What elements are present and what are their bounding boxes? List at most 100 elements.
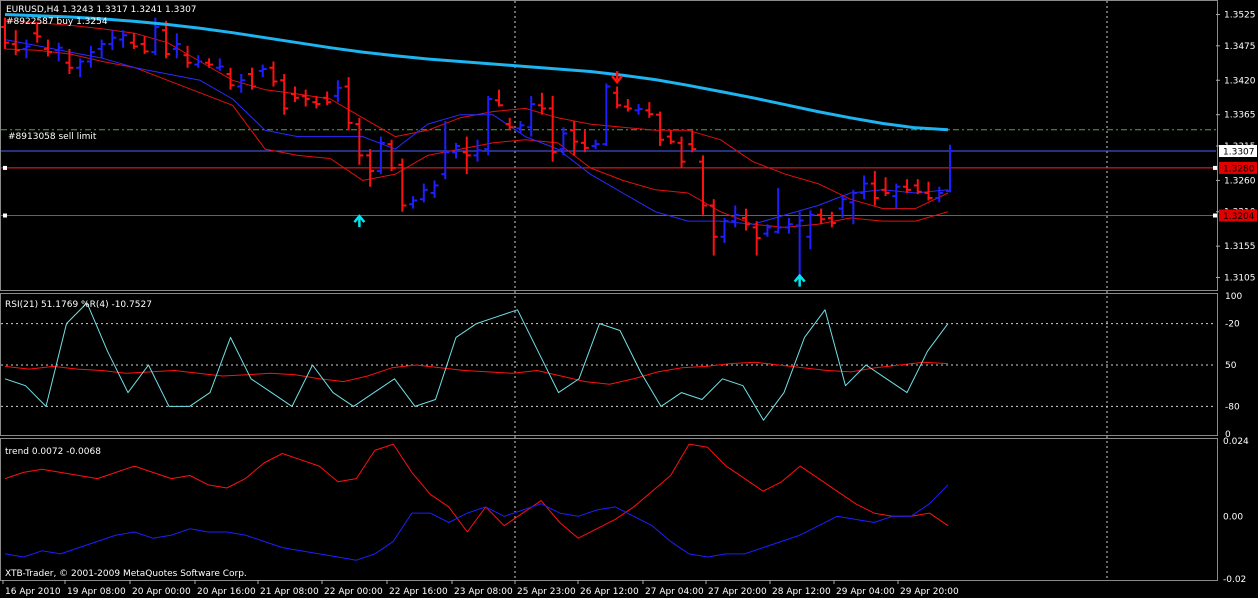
arrow-down-icon [611,71,624,85]
order-line-handle-left [3,165,7,170]
current-price-box [1219,145,1257,158]
ohlc-bar [43,39,52,57]
ohlc-bar [462,136,471,175]
ohlc-bar [269,61,278,87]
time-axis-label: 23 Apr 08:00 [454,587,513,597]
time-axis-label: 29 Apr 04:00 [836,587,895,597]
ohlc-bar [194,55,203,68]
ohlc-bar [870,171,879,206]
ohlc-bar [376,136,385,175]
ohlc-bar [580,130,589,153]
ohlc-bar [860,175,869,200]
ohlc-bar [527,95,536,137]
signal-line [4,39,949,225]
rsi-axis-label: 100 [1225,292,1242,302]
ohlc-bar [215,58,224,71]
arrow-up-icon [793,273,806,287]
trend-down-line [4,484,949,561]
trend-panel: 0.024 0.00 -0.02 [4,437,1249,585]
copyright-text: XTB-Trader, © 2001-2009 MetaQuotes Softw… [5,569,247,579]
ohlc-bar [892,183,901,209]
ohlc-bar [537,92,546,115]
ohlc-bar [323,91,332,106]
ohlc-bar [162,20,171,59]
vertical-grid [514,1,1108,580]
order-price-box [1219,209,1257,222]
ohlc-bar [924,181,933,201]
ohlc-bar [699,155,708,215]
envelope-lower-line [4,48,949,228]
price-axis-label: 1.3260 [1224,176,1256,186]
ohlc-bar [398,158,407,212]
ohlc-bar [838,196,847,218]
price-axis-label: 1.3420 [1224,76,1256,86]
order-price-label: 1.3280 [1223,164,1255,174]
ohlc-bar [623,99,632,112]
price-axis-label: 1.3475 [1224,42,1256,52]
time-axis-label: 16 Apr 2010 [5,587,61,597]
trend-up-line [4,443,949,539]
ohlc-bar [709,199,718,256]
ohlc-bar [205,58,214,68]
time-axis: 16 Apr 2010 19 Apr 08:00 20 Apr 00:00 20 Ap… [2,580,959,597]
sell-limit-label: #8913058 sell limit [8,132,97,142]
ohlc-bar [76,58,85,78]
trend-axis-label: -0.02 [1223,575,1246,585]
order-line-handle-left [3,213,7,218]
ohlc-bar [22,39,31,59]
ohlc-bar [935,186,944,203]
ohlc-bar [774,187,783,234]
ohlc-bar [913,179,922,195]
price-axis-label: 1.3365 [1224,111,1256,121]
order-price-label: 1.3204 [1223,212,1255,222]
ohlc-bar [280,74,289,115]
ohlc-bar [258,64,267,78]
pending-order-label: #8922587 buy 1.3254 [6,17,108,27]
price-axis-label: 1.3105 [1224,273,1256,283]
ohlc-bar [65,48,74,74]
ohlc-bar [366,149,375,187]
ohlc-bar [97,39,106,59]
time-axis-label: 27 Apr 04:00 [645,587,704,597]
ohlc-bar [355,117,364,165]
trend-panel-frame [0,438,1218,581]
time-axis-label: 28 Apr 12:00 [772,587,831,597]
ohlc-bar [441,120,450,180]
ohlc-bar [247,67,256,90]
ohlc-bar [312,95,321,109]
time-axis-label: 29 Apr 20:00 [900,587,959,597]
time-axis-label: 26 Apr 12:00 [580,587,639,597]
arrow-down-head [611,75,624,85]
price-axis-label: 1.3155 [1224,242,1256,252]
slow-ma-line [4,13,949,132]
ohlc-bar [344,77,353,131]
ohlc-bar [613,86,622,109]
ohlc-bar [741,208,750,231]
ohlc-bar [784,218,793,234]
ohlc-bar [387,139,396,172]
price-axis-label: 1.3525 [1224,11,1256,21]
ohlc-bar [430,180,439,198]
ohlc-bar [452,142,461,159]
ohlc-bar [108,30,117,51]
ohlc-bar [817,208,826,225]
rsi-axis-label: -20 [1225,320,1240,330]
ohlc-bar [688,130,697,153]
arrow-up-head [793,273,806,283]
ohlc-bar [559,127,568,156]
ohlc-bar [634,104,643,115]
ohlc-bar [54,42,63,62]
ohlc-bar [505,117,514,131]
time-axis-label: 27 Apr 20:00 [708,587,767,597]
ohlc-bar [731,205,740,228]
williams-r-line [4,302,949,421]
rsi-panel-frame [0,293,1218,436]
trend-panel-label: trend 0.0072 -0.0068 [5,447,101,457]
rsi-panel: 100 -20 50 -80 0 [1,292,1242,440]
ohlc-bar [484,95,493,156]
ohlc-bar [591,139,600,150]
ohlc-bar [677,136,686,168]
ohlc-bar [516,120,525,134]
